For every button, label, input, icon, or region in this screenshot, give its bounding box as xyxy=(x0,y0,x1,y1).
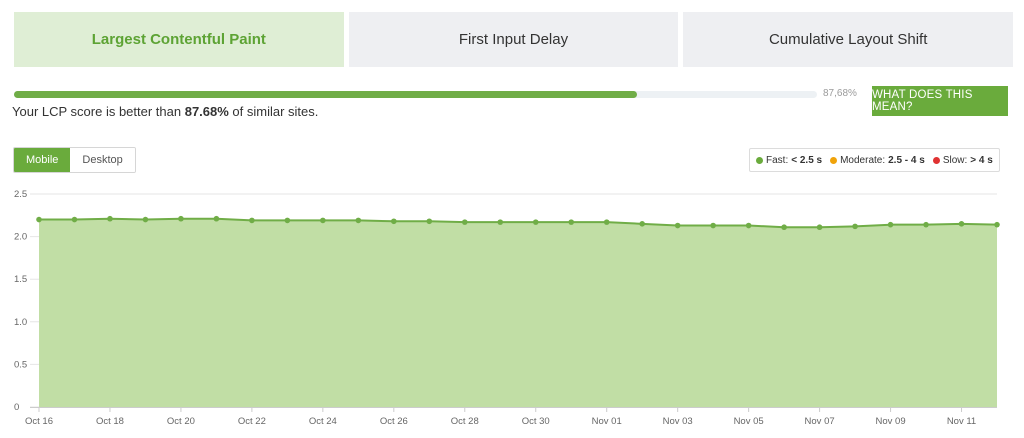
y-tick-label: 2.5 xyxy=(14,189,27,200)
data-point xyxy=(36,216,42,223)
data-point xyxy=(213,215,220,222)
data-point xyxy=(320,217,326,224)
x-tick-label: Oct 22 xyxy=(238,416,266,427)
data-point xyxy=(426,218,433,225)
data-point xyxy=(249,217,255,224)
score-value: 87.68% xyxy=(184,104,229,119)
data-point xyxy=(674,222,681,229)
legend-slow: Slow: > 4 s xyxy=(932,154,993,166)
x-tick-label: Nov 09 xyxy=(876,416,906,427)
data-point xyxy=(923,221,929,228)
data-point xyxy=(745,222,752,229)
legend-moderate-value: 2.5 - 4 s xyxy=(888,154,925,166)
x-tick-label: Oct 28 xyxy=(451,416,479,427)
x-tick-label: Oct 26 xyxy=(380,416,408,427)
data-point xyxy=(142,216,149,223)
score-progress-fill xyxy=(14,91,637,98)
score-suffix: of similar sites. xyxy=(228,104,319,119)
data-point xyxy=(816,224,823,231)
series-line xyxy=(39,217,998,229)
data-point xyxy=(781,224,787,231)
chart-legend: Fast: < 2.5 s Moderate: 2.5 - 4 s Slow: … xyxy=(749,148,1000,172)
data-point xyxy=(532,219,539,225)
score-summary: Your LCP score is better than 87.68% of … xyxy=(12,104,318,119)
y-tick-label: 2.0 xyxy=(14,232,27,243)
data-point xyxy=(603,219,610,225)
legend-slow-label: Slow: xyxy=(942,154,968,166)
what-does-this-mean-button[interactable]: WHAT DOES THIS MEAN? xyxy=(872,86,1008,116)
y-tick-label: 1.5 xyxy=(14,274,27,285)
legend-fast-value: < 2.5 s xyxy=(791,154,823,166)
fast-dot-icon xyxy=(756,156,763,164)
legend-moderate: Moderate: 2.5 - 4 s xyxy=(830,155,925,166)
data-point xyxy=(639,221,645,227)
legend-fast-label: Fast: xyxy=(766,154,789,166)
data-point xyxy=(71,216,78,223)
data-point xyxy=(568,219,575,225)
desktop-button[interactable]: Desktop xyxy=(70,148,135,172)
tab-cumulative-layout-shift[interactable]: Cumulative Layout Shift xyxy=(683,12,1014,67)
x-tick-label: Oct 18 xyxy=(96,416,124,427)
data-point xyxy=(852,223,858,230)
x-tick-label: Oct 16 xyxy=(25,416,53,427)
data-point xyxy=(284,217,291,224)
score-progress-bar xyxy=(14,91,817,98)
slow-dot-icon xyxy=(932,156,940,164)
y-tick-label: 0.5 xyxy=(14,359,27,370)
x-tick-label: Nov 03 xyxy=(663,416,693,427)
x-tick-label: Oct 30 xyxy=(522,416,550,427)
x-tick-label: Nov 01 xyxy=(592,416,622,427)
y-tick-label: 0 xyxy=(14,402,19,413)
x-tick-label: Oct 24 xyxy=(309,416,337,427)
x-tick-label: Nov 07 xyxy=(805,416,835,427)
data-point xyxy=(994,221,1000,228)
device-toggle: Mobile Desktop xyxy=(13,147,136,173)
metric-tabs: Largest Contentful Paint First Input Del… xyxy=(14,12,1014,67)
tab-first-input-delay[interactable]: First Input Delay xyxy=(348,12,679,67)
x-tick-label: Nov 11 xyxy=(947,416,976,427)
data-point xyxy=(107,215,113,222)
progress-percentage: 87,68% xyxy=(823,88,857,99)
data-point xyxy=(958,221,965,227)
data-point xyxy=(461,219,468,225)
data-point xyxy=(355,217,362,224)
legend-moderate-label: Moderate: xyxy=(840,154,886,166)
tab-largest-contentful-paint[interactable]: Largest Contentful Paint xyxy=(14,12,344,67)
score-prefix: Your LCP score is better than xyxy=(12,104,185,119)
moderate-dot-icon xyxy=(830,156,838,164)
legend-fast: Fast: < 2.5 s xyxy=(756,155,822,166)
area-fill xyxy=(39,218,997,407)
data-point xyxy=(497,219,504,225)
data-point xyxy=(887,221,894,228)
mobile-button[interactable]: Mobile xyxy=(14,148,71,172)
data-point xyxy=(391,218,397,225)
legend-slow-value: > 4 s xyxy=(970,154,993,166)
y-tick-label: 1.0 xyxy=(14,317,27,328)
data-point xyxy=(710,222,716,229)
x-tick-label: Nov 05 xyxy=(734,416,764,427)
data-point xyxy=(178,215,184,222)
x-tick-label: Oct 20 xyxy=(167,416,195,427)
